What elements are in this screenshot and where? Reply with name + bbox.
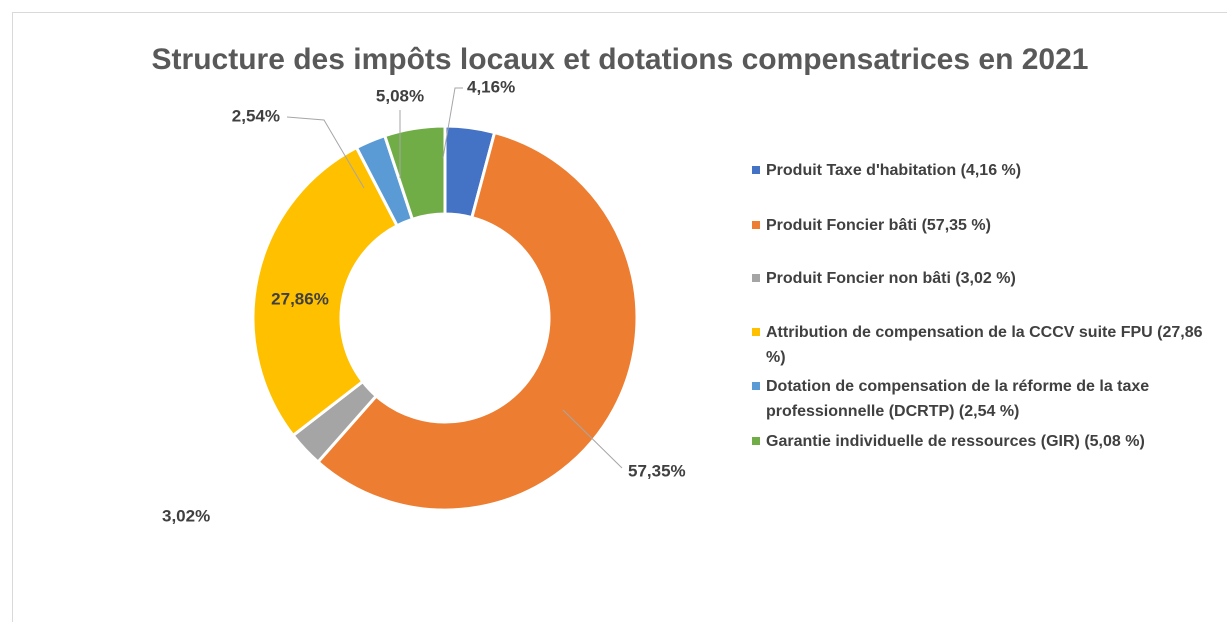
chart-title: Structure des impôts locaux et dotations… — [151, 43, 1089, 76]
legend-marker — [752, 274, 760, 282]
legend-entry: Dotation de compensation de la réforme d… — [752, 374, 1211, 424]
legend-label: Produit Taxe d'habitation (4,16 %) — [766, 162, 1022, 179]
legend-marker — [752, 328, 760, 336]
legend-marker — [752, 221, 760, 229]
legend-entry: Attribution de compensation de la CCCV s… — [752, 320, 1211, 370]
legend-label: Produit Foncier bâti (57,35 %) — [766, 217, 991, 234]
chart-frame — [12, 12, 1227, 622]
leader-line — [442, 87, 463, 159]
legend-entry: Garantie individuelle de ressources (GIR… — [752, 429, 1211, 454]
legend-marker — [752, 166, 760, 174]
legend-label: Attribution de compensation de la CCCV s… — [766, 324, 1203, 366]
leader-line — [286, 116, 365, 189]
legend-entry: Produit Taxe d'habitation (4,16 %) — [752, 158, 1211, 183]
legend-label: Produit Foncier non bâti (3,02 %) — [766, 270, 1016, 287]
legend-marker — [752, 382, 760, 390]
legend-label: Dotation de compensation de la réforme d… — [766, 378, 1150, 420]
leader-line — [562, 409, 623, 469]
legend-label: Garantie individuelle de ressources (GIR… — [766, 433, 1145, 450]
data-label: 2,54% — [232, 106, 280, 125]
donut-slice — [315, 130, 639, 512]
data-label: 57,35% — [628, 461, 686, 480]
data-label: 5,08% — [376, 86, 424, 105]
legend-marker — [752, 437, 760, 445]
legend-entry: Produit Foncier non bâti (3,02 %) — [752, 266, 1211, 291]
legend-entry: Produit Foncier bâti (57,35 %) — [752, 213, 1211, 238]
data-label: 4,16% — [467, 77, 515, 96]
data-label: 27,86% — [271, 289, 329, 308]
donut-slice — [251, 145, 400, 438]
data-label: 3,02% — [162, 506, 210, 525]
